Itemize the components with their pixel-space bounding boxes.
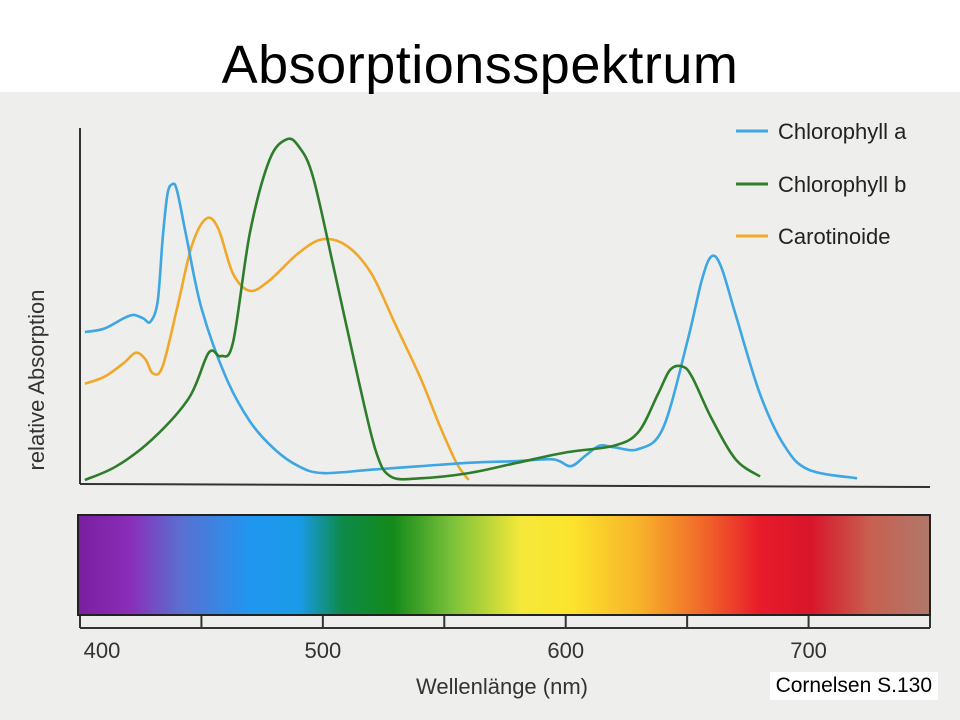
source-note: Cornelsen S.130 [769,672,938,700]
spectrum-bar [77,514,931,616]
series-line-chlorophyll-a [84,182,858,480]
x-tick-label: 400 [84,638,121,663]
series-line-chlorophyll-b [84,137,761,482]
x-tick-label: 700 [790,638,827,663]
legend-label-chlorophyll-a: Chlorophyll a [778,119,907,144]
legend: Chlorophyll a Chlorophyll b Carotinoide [736,119,907,249]
legend-label-chlorophyll-b: Chlorophyll b [778,172,906,197]
tick-layer: 400 500 600 700 [79,616,931,663]
series-layer [84,137,858,482]
x-tick-label: 600 [547,638,584,663]
x-axis-label: Wellenlänge (nm) [416,674,588,699]
x-tick-label: 500 [304,638,341,663]
series-line-carotinoide [84,216,470,481]
page-title: Absorptionsspektrum [221,35,739,95]
x-axis-line [79,483,931,488]
legend-label-carotinoide: Carotinoide [778,224,891,249]
y-axis-label: relative Absorption [24,290,49,471]
